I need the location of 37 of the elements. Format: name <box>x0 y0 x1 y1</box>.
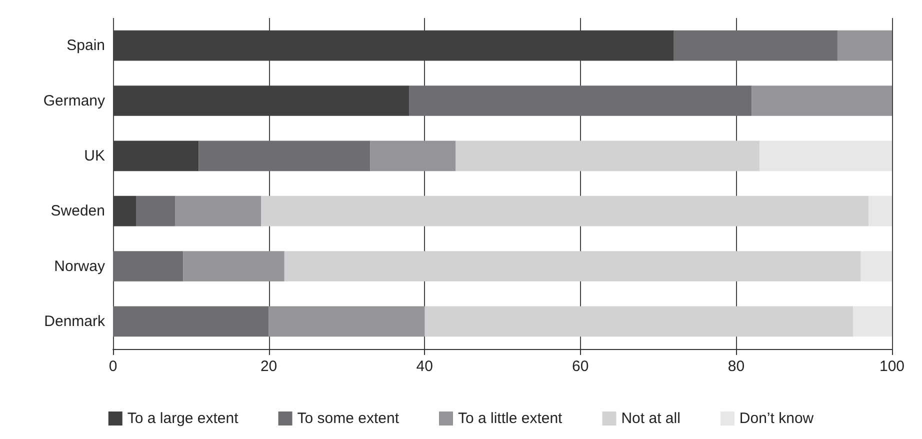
y-tick-label: Sweden <box>50 202 105 220</box>
bar <box>370 140 456 172</box>
legend-label: To a little extent <box>458 410 564 427</box>
bar <box>198 140 370 172</box>
bar <box>409 86 752 116</box>
bar <box>674 30 838 61</box>
bar <box>175 196 262 226</box>
bar <box>136 196 176 226</box>
bar <box>284 251 861 282</box>
bar <box>853 306 892 337</box>
bar <box>183 251 284 282</box>
bar <box>868 196 892 226</box>
bar <box>424 306 854 337</box>
bar <box>760 140 892 172</box>
y-tick-label: Denmark <box>44 312 106 330</box>
x-tick-label: 80 <box>728 358 745 375</box>
bar <box>261 196 869 226</box>
y-tick-label: UK <box>84 147 105 164</box>
bar <box>456 140 760 172</box>
x-tick-label: 40 <box>416 358 433 375</box>
legend-label: To a large extent <box>127 410 240 427</box>
y-tick-label: Norway <box>54 258 106 275</box>
x-tick-label: 0 <box>108 358 118 375</box>
y-tick-label: Germany <box>43 92 106 110</box>
bar <box>268 306 425 337</box>
bar <box>837 30 892 61</box>
x-tick-label: 20 <box>260 358 278 375</box>
bar <box>860 251 892 282</box>
legend-label: Don’t know <box>739 410 814 427</box>
bar <box>752 86 892 116</box>
bar <box>113 251 184 282</box>
bar <box>113 306 269 337</box>
legend-label: Not at all <box>621 410 680 427</box>
y-tick-label: Spain <box>66 37 105 54</box>
x-tick-label: 60 <box>572 358 589 375</box>
legend-label: To some extent <box>297 410 400 427</box>
x-tick-label: 100 <box>879 358 905 375</box>
